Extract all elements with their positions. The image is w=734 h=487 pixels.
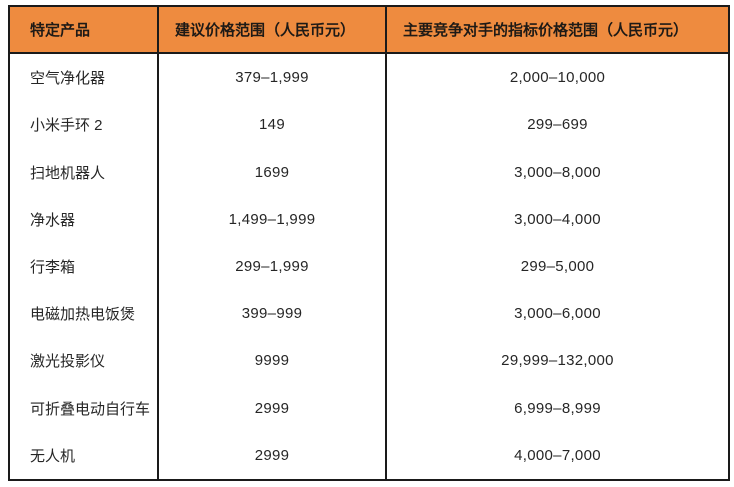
header-product-column: 特定产品 bbox=[8, 5, 159, 54]
competitor-price-cell: 3,000–6,000 bbox=[385, 290, 730, 338]
table-row: 空气净化器 379–1,999 2,000–10,000 bbox=[8, 53, 730, 102]
competitor-price-cell: 3,000–8,000 bbox=[385, 148, 730, 196]
table-row: 电磁加热电饭煲 399–999 3,000–6,000 bbox=[8, 290, 730, 338]
product-cell: 行李箱 bbox=[8, 242, 159, 291]
competitor-price-cell: 6,999–8,999 bbox=[385, 384, 730, 432]
suggested-price-cell: 379–1,999 bbox=[157, 53, 387, 102]
table-header-row: 特定产品 建议价格范围（人民币元） 主要竞争对手的指标价格范围（人民币元） bbox=[8, 5, 730, 54]
table-row: 可折叠电动自行车 2999 6,999–8,999 bbox=[8, 384, 730, 432]
product-cell: 小米手环 2 bbox=[8, 101, 159, 149]
product-cell: 可折叠电动自行车 bbox=[8, 384, 159, 432]
product-cell: 激光投影仪 bbox=[8, 337, 159, 385]
table-row: 小米手环 2 149 299–699 bbox=[8, 101, 730, 149]
competitor-price-cell: 3,000–4,000 bbox=[385, 195, 730, 243]
table-row: 行李箱 299–1,999 299–5,000 bbox=[8, 242, 730, 291]
competitor-price-cell: 2,000–10,000 bbox=[385, 53, 730, 102]
table-row: 净水器 1,499–1,999 3,000–4,000 bbox=[8, 195, 730, 243]
suggested-price-cell: 2999 bbox=[157, 431, 387, 480]
product-cell: 净水器 bbox=[8, 195, 159, 243]
product-cell: 无人机 bbox=[8, 431, 159, 480]
suggested-price-cell: 1699 bbox=[157, 148, 387, 196]
competitor-price-cell: 299–5,000 bbox=[385, 242, 730, 291]
table-row: 激光投影仪 9999 29,999–132,000 bbox=[8, 337, 730, 385]
product-cell: 电磁加热电饭煲 bbox=[8, 290, 159, 338]
competitor-price-cell: 4,000–7,000 bbox=[385, 431, 730, 480]
table-row: 扫地机器人 1699 3,000–8,000 bbox=[8, 148, 730, 196]
competitor-price-cell: 299–699 bbox=[385, 101, 730, 149]
suggested-price-cell: 1,499–1,999 bbox=[157, 195, 387, 243]
price-comparison-table: 特定产品 建议价格范围（人民币元） 主要竞争对手的指标价格范围（人民币元） 空气… bbox=[8, 5, 730, 481]
table-row: 无人机 2999 4,000–7,000 bbox=[8, 431, 730, 480]
header-competitor-price-column: 主要竞争对手的指标价格范围（人民币元） bbox=[385, 5, 730, 54]
header-suggested-price-column: 建议价格范围（人民币元） bbox=[157, 5, 387, 54]
competitor-price-cell: 29,999–132,000 bbox=[385, 337, 730, 385]
suggested-price-cell: 149 bbox=[157, 101, 387, 149]
suggested-price-cell: 399–999 bbox=[157, 290, 387, 338]
suggested-price-cell: 299–1,999 bbox=[157, 242, 387, 291]
suggested-price-cell: 9999 bbox=[157, 337, 387, 385]
suggested-price-cell: 2999 bbox=[157, 384, 387, 432]
product-cell: 扫地机器人 bbox=[8, 148, 159, 196]
product-cell: 空气净化器 bbox=[8, 53, 159, 102]
